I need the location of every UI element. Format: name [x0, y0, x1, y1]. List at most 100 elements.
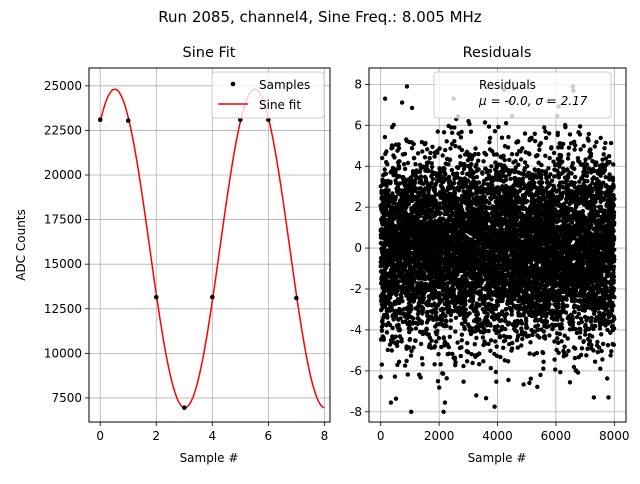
- residual-point: [495, 152, 499, 156]
- residual-point: [418, 375, 422, 379]
- residuals-title: Residuals: [463, 45, 532, 61]
- residual-point: [447, 345, 451, 349]
- sample-point: [154, 295, 159, 300]
- residual-point: [397, 142, 401, 146]
- legend-sine-fit-label: Sine fit: [259, 98, 301, 112]
- residual-point: [436, 379, 440, 383]
- residual-point: [412, 142, 416, 146]
- residual-point: [380, 362, 384, 366]
- residual-point: [428, 151, 432, 155]
- residual-point: [510, 309, 514, 313]
- residual-point: [519, 343, 523, 347]
- residual-point: [395, 340, 399, 344]
- residual-point: [397, 159, 401, 163]
- residual-point: [463, 302, 467, 306]
- residual-point: [510, 341, 514, 345]
- residual-point: [392, 155, 396, 159]
- residual-point: [390, 306, 394, 310]
- residual-point: [451, 186, 455, 190]
- residual-point: [444, 324, 448, 328]
- residual-point: [383, 135, 387, 139]
- residual-point: [416, 151, 420, 155]
- residual-point: [488, 349, 492, 353]
- y-tick-label: 17500: [44, 213, 82, 227]
- residual-point: [481, 335, 485, 339]
- residual-point: [473, 342, 477, 346]
- residual-point: [489, 366, 493, 370]
- residual-point: [520, 146, 524, 150]
- residual-point: [412, 156, 416, 160]
- residual-point: [498, 335, 502, 339]
- residual-point: [469, 162, 473, 166]
- residual-point: [493, 339, 497, 343]
- residual-point: [410, 146, 414, 150]
- residual-point: [496, 125, 500, 129]
- residual-point: [432, 154, 436, 158]
- residual-point: [477, 167, 481, 171]
- residual-point: [439, 211, 443, 215]
- residual-point: [483, 195, 487, 199]
- residual-point: [419, 174, 423, 178]
- x-tick-label: 6: [265, 429, 273, 443]
- residual-point: [508, 335, 512, 339]
- residual-point: [489, 338, 493, 342]
- sine-fit-xlabel: Sample #: [180, 451, 239, 465]
- residual-point: [489, 164, 493, 168]
- residual-point: [453, 360, 457, 364]
- residual-point: [503, 158, 507, 162]
- residual-point: [447, 175, 451, 179]
- residual-point: [425, 327, 429, 331]
- residual-point: [400, 299, 404, 303]
- residual-point: [521, 176, 525, 180]
- residual-point: [453, 144, 457, 148]
- residual-point: [388, 180, 392, 184]
- residual-point: [474, 393, 478, 397]
- residual-point: [452, 288, 456, 292]
- residual-point: [473, 146, 477, 150]
- residual-point: [437, 385, 441, 389]
- residual-point: [459, 354, 463, 358]
- residual-point: [387, 188, 391, 192]
- residual-point: [403, 167, 407, 171]
- residual-point: [488, 136, 492, 140]
- residual-point: [441, 372, 445, 376]
- residual-point: [460, 148, 464, 152]
- residual-point: [452, 181, 456, 185]
- residual-point: [508, 177, 512, 181]
- residual-point: [486, 312, 490, 316]
- residual-point: [484, 396, 488, 400]
- x-tick-label: 4: [208, 429, 216, 443]
- residual-point: [464, 307, 468, 311]
- residual-point: [501, 346, 505, 350]
- residual-point: [442, 335, 446, 339]
- residual-point: [454, 316, 458, 320]
- legend-samples-label: Samples: [259, 78, 310, 92]
- residual-point: [389, 400, 393, 404]
- residual-point: [437, 336, 441, 340]
- residual-point: [390, 326, 394, 330]
- residual-point: [486, 342, 490, 346]
- residual-point: [445, 139, 449, 143]
- residual-point: [435, 329, 439, 333]
- residual-point: [483, 120, 487, 124]
- residual-point: [397, 146, 401, 150]
- residual-point: [385, 162, 389, 166]
- residual-point: [461, 380, 465, 384]
- residual-point: [397, 360, 401, 364]
- residual-point: [403, 363, 407, 367]
- residual-point: [510, 152, 514, 156]
- residual-point: [385, 315, 389, 319]
- residual-point: [487, 201, 491, 205]
- residual-point: [441, 153, 445, 157]
- residual-point: [390, 146, 394, 150]
- residual-point: [380, 156, 384, 160]
- residual-point: [474, 336, 478, 340]
- residual-point: [394, 397, 398, 401]
- residual-point: [463, 327, 467, 331]
- residual-point: [448, 158, 452, 162]
- residual-point: [442, 167, 446, 171]
- sample-point: [126, 118, 131, 123]
- residual-point: [453, 329, 457, 333]
- residual-point: [455, 340, 459, 344]
- residual-point: [477, 362, 481, 366]
